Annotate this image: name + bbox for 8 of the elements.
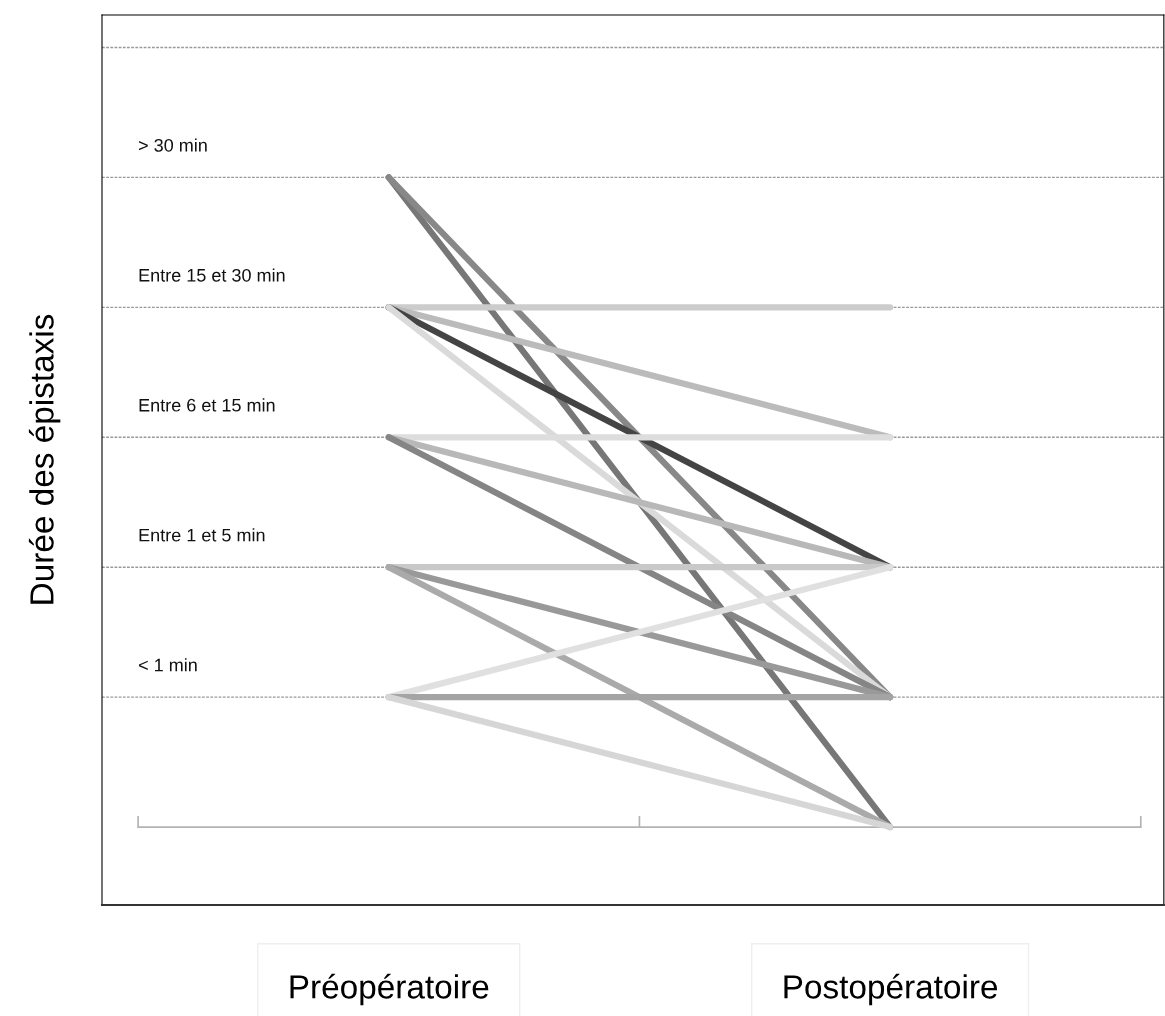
ref-line-label: Entre 1 et 5 min [139,528,265,542]
ref-line-label: Entre 15 et 30 min [139,268,285,282]
x-tick-label: Préopératoire [290,973,489,1006]
x-tick-label: Postopératoire [784,973,998,1006]
ref-line-label: Entre 6 et 15 min [139,398,275,412]
ref-line-label: < 1 min [138,658,197,672]
y-axis-title: Durée des épistaxis [28,314,61,604]
ref-line-label: > 30 min [138,138,207,152]
